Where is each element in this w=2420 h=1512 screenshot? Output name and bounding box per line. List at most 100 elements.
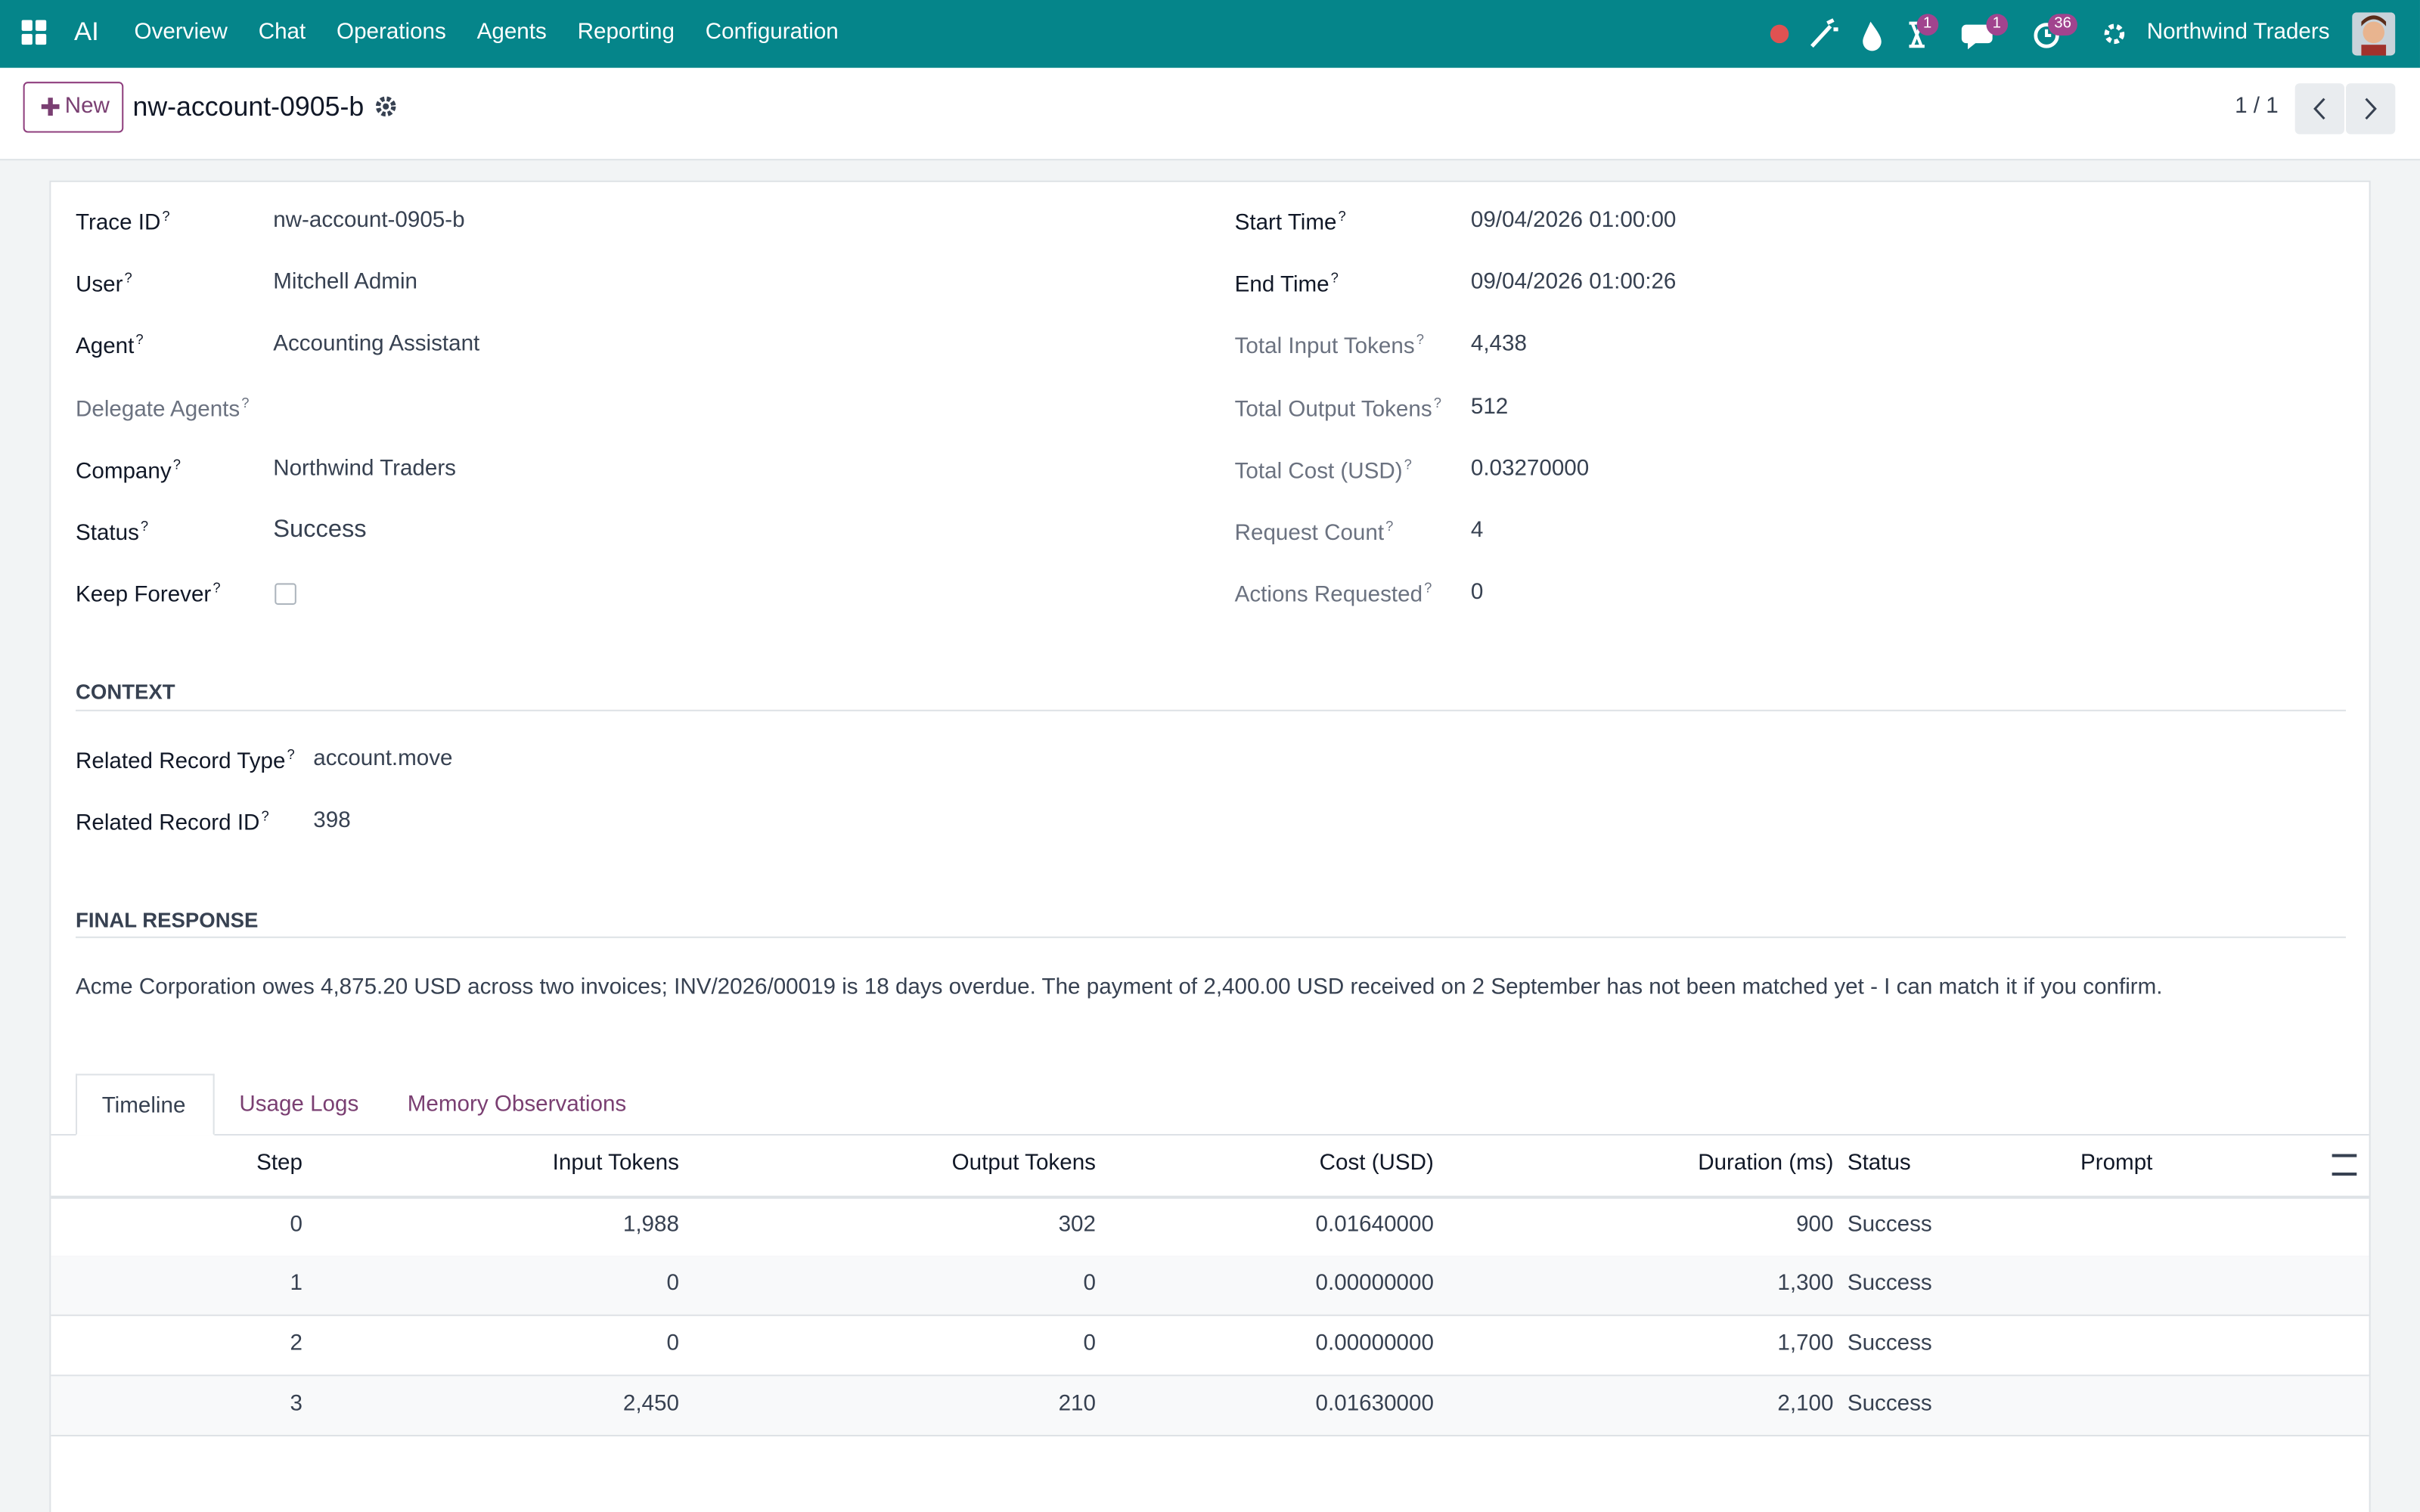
table-row[interactable] (51, 1376, 2369, 1436)
table-cell: 1 (290, 1271, 302, 1297)
help-marker[interactable]: ? (241, 394, 250, 411)
help-marker[interactable]: ? (261, 808, 269, 824)
field-label: Related Record ID? (76, 808, 269, 835)
field-label: Total Input Tokens? (1235, 333, 1424, 360)
new-button[interactable]: ✚ New (23, 82, 124, 133)
table-cell: 0 (290, 1213, 302, 1238)
tab[interactable]: Memory Observations (407, 1092, 627, 1117)
table-cell: 0.01630000 (1315, 1391, 1434, 1417)
tab[interactable]: Usage Logs (239, 1092, 359, 1117)
gear-icon[interactable] (375, 96, 397, 118)
table-cell: 1,300 (1777, 1271, 1834, 1297)
column-header[interactable]: Duration (ms) (1698, 1151, 1834, 1176)
pager-next[interactable] (2346, 83, 2396, 135)
table-row[interactable] (51, 1256, 2369, 1316)
label-text: Actions Requested (1234, 583, 1423, 609)
table-cell: 0.00000000 (1315, 1271, 1434, 1297)
table-cell: 302 (1058, 1213, 1096, 1238)
label-text: End Time (1234, 273, 1329, 298)
systray-icons (1770, 18, 2125, 51)
separator (75, 936, 2347, 938)
table-cell: Success (1847, 1391, 1932, 1417)
field-value: account.move (313, 746, 453, 772)
column-header[interactable]: Output Tokens (951, 1151, 1096, 1176)
pager-prev[interactable] (2294, 83, 2344, 135)
column-header[interactable]: Prompt (2080, 1151, 2153, 1176)
new-label: New (64, 94, 110, 119)
column-header[interactable]: Input Tokens (552, 1151, 679, 1176)
separator (75, 709, 2347, 711)
field-value: 4,438 (1470, 332, 1527, 358)
field-label: User? (76, 271, 132, 298)
field-label: End Time? (1235, 271, 1339, 298)
tab-bar-line (51, 1133, 2369, 1136)
field-value: Mitchell Admin (273, 270, 418, 296)
field-label: Status? (76, 519, 148, 546)
field-value: 0.03270000 (1470, 456, 1590, 482)
column-header[interactable]: Step (256, 1151, 302, 1176)
help-marker[interactable]: ? (1433, 394, 1441, 411)
table-cell: 0 (1083, 1331, 1096, 1356)
table-cell: 0 (666, 1331, 679, 1356)
label-text: Trace ID (75, 211, 161, 236)
field-value: 4 (1470, 518, 1484, 544)
menu-item[interactable]: Overview (134, 20, 228, 45)
field-label: Trace ID? (76, 209, 170, 236)
label-text: Keep Forever (75, 583, 212, 609)
field-value: Success (273, 516, 367, 544)
table-cell: 2,100 (1777, 1391, 1834, 1417)
plus-icon: ✚ (40, 95, 61, 122)
help-marker[interactable]: ? (1404, 456, 1412, 472)
field-label: Keep Forever? (76, 581, 221, 608)
column-header[interactable]: Cost (USD) (1319, 1151, 1434, 1176)
field-label: Total Output Tokens? (1235, 395, 1441, 422)
label-text: User (75, 273, 123, 298)
help-marker[interactable]: ? (1416, 332, 1424, 348)
app-name[interactable]: AI (73, 17, 99, 47)
avatar[interactable] (2352, 12, 2396, 56)
help-marker[interactable]: ? (124, 270, 132, 286)
help-marker[interactable]: ? (1385, 518, 1394, 534)
company-switcher[interactable]: Northwind Traders (2146, 20, 2330, 45)
field-label: Delegate Agents? (76, 395, 249, 422)
table-cell: 1,988 (622, 1213, 679, 1238)
table-cell: 0.00000000 (1315, 1331, 1434, 1356)
table-cell: 0.01640000 (1315, 1213, 1434, 1238)
table-row[interactable] (51, 1198, 2369, 1258)
record-name: nw-account-0905-b (132, 91, 365, 122)
apps-icon[interactable] (21, 20, 48, 47)
section-title: FINAL RESPONSE (75, 909, 259, 932)
help-marker[interactable]: ? (1338, 208, 1346, 224)
menu: Overview Chat Operations Agents Reporting Con… (135, 20, 839, 45)
menu-item[interactable]: Agents (476, 20, 547, 45)
column-header[interactable]: Status (1847, 1151, 1911, 1176)
help-marker[interactable]: ? (1424, 580, 1432, 596)
help-marker[interactable]: ? (172, 456, 181, 472)
menu-item[interactable]: Reporting (577, 20, 675, 45)
menu-item[interactable]: Operations (337, 20, 446, 45)
help-marker[interactable]: ? (287, 746, 295, 763)
table-cell: 0 (1083, 1271, 1096, 1297)
menu-item[interactable]: Chat (258, 20, 306, 45)
checkbox[interactable] (275, 583, 296, 606)
table-row[interactable] (51, 1316, 2369, 1377)
control-panel: ✚ New nw-account-0905-b 1 / 1 (0, 67, 2420, 161)
table-cell: 900 (1796, 1213, 1834, 1238)
section-title: CONTEXT (75, 680, 175, 704)
help-marker[interactable]: ? (140, 518, 149, 534)
help-marker[interactable]: ? (135, 332, 144, 348)
field-value: 398 (313, 808, 351, 834)
field-value: Northwind Traders (273, 456, 456, 482)
help-marker[interactable]: ? (213, 580, 221, 596)
field-label: Start Time? (1235, 209, 1346, 236)
optional-columns-toggle[interactable] (2332, 1154, 2357, 1176)
navbar: AI Overview Chat Operations Agents Reporting… (0, 0, 2420, 68)
badge: 36 (2048, 14, 2078, 36)
label-text: Request Count (1234, 521, 1385, 547)
help-marker[interactable]: ? (1330, 270, 1339, 286)
help-marker[interactable]: ? (162, 208, 170, 224)
tab[interactable]: Timeline (75, 1074, 215, 1136)
menu-item[interactable]: Configuration (705, 20, 839, 45)
field-value: 512 (1470, 394, 1509, 420)
